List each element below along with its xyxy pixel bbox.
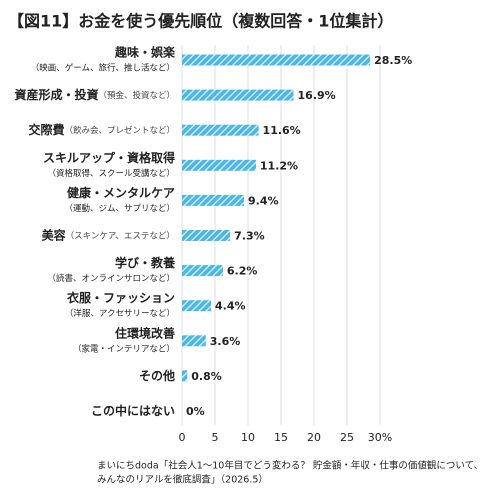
source-note: みんなのリアルを徹底調査」（2026.5） <box>97 474 268 486</box>
category-name: 交際費 <box>28 122 64 137</box>
value-label: 4.4% <box>215 300 246 313</box>
value-label: 16.9% <box>298 89 336 102</box>
value-label: 11.2% <box>260 159 298 172</box>
x-tick-label: 15 <box>274 431 288 444</box>
category-name: 学び・教養 <box>115 255 175 270</box>
category-note: （預金、投資など） <box>98 90 175 101</box>
value-label: 0% <box>186 405 205 418</box>
bar <box>182 300 212 312</box>
category-name: 資産形成・投資 <box>14 87 98 102</box>
category-name: その他 <box>139 367 175 382</box>
x-tick-label: 20 <box>307 431 321 444</box>
bar <box>182 124 259 136</box>
bar <box>182 194 245 206</box>
x-tick-label: 10 <box>241 431 255 444</box>
category-name: 趣味・娯楽 <box>114 45 176 60</box>
x-tick-label: 30% <box>368 431 392 444</box>
category-name: 美容 <box>42 227 66 242</box>
value-label: 9.4% <box>248 194 279 207</box>
category-note: （洋服、アクセサリーなど） <box>65 308 175 319</box>
category-note: （スキンケア、エステなど） <box>66 230 175 241</box>
category-name: この中にはない <box>91 403 175 418</box>
x-tick-label: 5 <box>212 431 219 444</box>
bar <box>182 159 256 171</box>
category-note: （飲み会、プレゼントなど） <box>64 125 175 136</box>
chart-title: 【図11】お金を使う優先順位（複数回答・1位集計） <box>8 12 393 31</box>
category-note: （映画、ゲーム、旅行、推し活など） <box>31 63 175 74</box>
value-label: 6.2% <box>227 265 258 278</box>
bar <box>182 230 231 241</box>
source-note: まいにちdoda「社会人1～10年目でどう変わる？ 貯金額・年収・仕事の価値観に… <box>97 460 483 472</box>
category-name: スキルアップ・資格取得 <box>43 150 175 165</box>
category-note: （読書、オンラインサロンなど） <box>47 273 175 284</box>
value-label: 3.6% <box>210 335 241 348</box>
category-name: 健康・メンタルケア <box>67 185 175 200</box>
category-note: （家電・インテリアなど） <box>73 343 175 354</box>
value-label: 7.3% <box>234 230 265 243</box>
category-name: 衣服・ファッション <box>67 290 175 305</box>
bar <box>182 370 188 382</box>
bar <box>182 335 206 347</box>
category-label: この中にはない <box>91 403 175 418</box>
category-label: 美容（スキンケア、エステなど） <box>42 227 175 242</box>
category-label: 交際費（飲み会、プレゼントなど） <box>28 122 175 137</box>
value-label: 11.6% <box>263 124 301 137</box>
x-tick-label: 25 <box>340 431 354 444</box>
category-label: その他 <box>139 367 175 382</box>
category-note: （運動、ジム、サプリなど） <box>64 203 175 214</box>
bar <box>182 265 223 277</box>
bar <box>182 54 371 66</box>
value-label: 0.8% <box>191 370 222 383</box>
category-name: 住環境改善 <box>115 325 175 340</box>
bar <box>182 89 294 101</box>
value-label: 28.5% <box>374 54 412 67</box>
category-label: 資産形成・投資（預金、投資など） <box>14 87 175 102</box>
category-note: （資格取得、スクール受講など） <box>47 168 175 179</box>
x-tick-label: 0 <box>179 431 186 444</box>
